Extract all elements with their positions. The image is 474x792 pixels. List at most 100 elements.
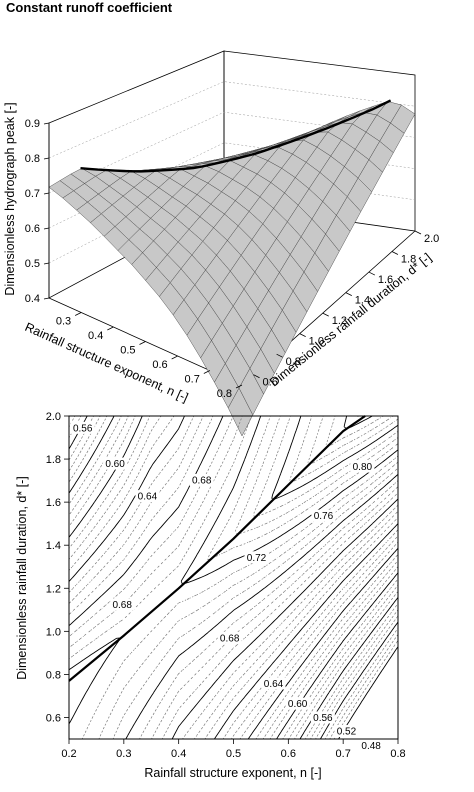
contour-label: 0.48 bbox=[361, 741, 381, 752]
d-tick-label-3d: 0.8 bbox=[286, 356, 301, 368]
y-tick-label: 1.0 bbox=[46, 626, 61, 638]
surface-plot: 0.4 0.5 0.6 0.7 0.8 0.9 0.3 0.4 0.5 0.6 0.7 0.8 0.… bbox=[3, 50, 439, 437]
x-tick-label: 0.8 bbox=[390, 748, 405, 760]
contour-label: 0.76 bbox=[314, 511, 334, 522]
contour-line bbox=[68, 415, 399, 740]
y-tick-label: 1.6 bbox=[46, 497, 61, 509]
z-tick-label: 0.4 bbox=[25, 293, 40, 305]
x-tick-label: 0.4 bbox=[171, 748, 186, 760]
contour-label: 0.80 bbox=[353, 462, 373, 473]
contour-label: 0.52 bbox=[337, 727, 357, 738]
z-tick bbox=[43, 192, 50, 195]
z-tick bbox=[43, 262, 50, 265]
y-tick-label: 1.8 bbox=[46, 454, 61, 466]
y-tick-label: 0.8 bbox=[46, 669, 61, 681]
contour-label-bg bbox=[189, 473, 214, 486]
contour-line-minor bbox=[68, 415, 399, 740]
contour-line-minor bbox=[68, 415, 399, 740]
z-axis-label: Dimensionless hydrograph peak [-] bbox=[3, 102, 17, 295]
contour-line-minor bbox=[68, 415, 399, 740]
n-tick-3d bbox=[203, 370, 211, 374]
contour-plot: 0.56 0.60 0.64 0.68 0.68 0.72 0.76 0.80 0.68 0.64… bbox=[15, 411, 406, 780]
x-tick-label: 0.2 bbox=[61, 748, 76, 760]
z-tick bbox=[43, 122, 50, 125]
n-tick-label-3d: 0.3 bbox=[56, 316, 71, 328]
contour-line-minor bbox=[68, 415, 399, 740]
z-tick-label: 0.6 bbox=[25, 223, 40, 235]
contour-label-bg bbox=[217, 631, 242, 644]
d-tick-3d bbox=[368, 271, 376, 276]
y-axis: 0.6 0.8 1.0 1.2 1.4 1.6 1.8 2.0 bbox=[46, 411, 69, 724]
contour-line-minor bbox=[68, 415, 399, 740]
d-tick-3d bbox=[391, 251, 399, 255]
contour-line bbox=[68, 415, 399, 740]
n-tick-label-3d: 0.8 bbox=[217, 388, 232, 400]
contour-line-minor bbox=[329, 634, 399, 740]
d-tick-3d bbox=[253, 374, 260, 379]
contour-label: 0.68 bbox=[112, 600, 132, 611]
x-tick-label: 0.3 bbox=[116, 748, 131, 760]
contour-line-minor bbox=[68, 415, 399, 740]
contour-label: 0.64 bbox=[138, 492, 158, 503]
d-tick-3d bbox=[276, 353, 283, 358]
z-axis: 0.4 0.5 0.6 0.7 0.8 0.9 bbox=[25, 118, 50, 305]
surface-mesh bbox=[48, 100, 416, 437]
y-tick-label: 1.4 bbox=[46, 540, 61, 552]
contour-label: 0.60 bbox=[105, 459, 125, 470]
contour-label-bg bbox=[70, 421, 95, 434]
z-tick-label: 0.5 bbox=[25, 258, 40, 270]
contour-line-minor bbox=[310, 609, 399, 740]
y-tick-label: 1.2 bbox=[46, 583, 61, 595]
d-tick-label-3d: 1.2 bbox=[332, 315, 347, 327]
x-tick-label: 0.6 bbox=[281, 748, 296, 760]
contour-label-bg bbox=[359, 739, 384, 752]
d-tick-3d bbox=[322, 312, 329, 317]
d-tick-label-3d: 1.6 bbox=[378, 274, 393, 286]
contour-line-minor bbox=[68, 415, 399, 740]
contour-line-minor bbox=[68, 415, 399, 740]
contour-line-minor bbox=[68, 415, 399, 740]
contour-line bbox=[68, 415, 399, 740]
contour-line-minor bbox=[325, 415, 384, 447]
contour-line-minor bbox=[307, 415, 394, 465]
contour-line bbox=[271, 415, 399, 500]
z-tick bbox=[43, 157, 50, 160]
contour-labels: 0.56 0.60 0.64 0.68 0.68 0.72 0.76 0.80 0.68 0.64… bbox=[70, 421, 384, 752]
contour-label-bg bbox=[103, 457, 128, 470]
y-axis-label: Dimensionless rainfall duration, d* [-] bbox=[15, 476, 29, 680]
contour-label-bg bbox=[244, 551, 269, 564]
contour-line-minor bbox=[315, 615, 399, 740]
contour-line bbox=[68, 415, 399, 740]
n-tick-label-3d: 0.7 bbox=[185, 374, 200, 386]
d-tick-label-3d: 1.4 bbox=[355, 295, 370, 307]
z-tick-label: 0.7 bbox=[25, 188, 40, 200]
n-tick-3d bbox=[139, 341, 146, 345]
contour-line-minor bbox=[68, 415, 399, 740]
contour-label: 0.68 bbox=[220, 633, 240, 644]
contour-line-minor bbox=[294, 591, 399, 740]
d-tick-label-3d: 1.8 bbox=[401, 254, 416, 266]
z-tick bbox=[43, 227, 50, 230]
contour-label-bg bbox=[261, 677, 286, 690]
y-tick-label: 2.0 bbox=[46, 411, 61, 423]
d-tick-label-3d: 1.0 bbox=[309, 336, 324, 348]
contour-label-bg bbox=[334, 725, 359, 738]
x-tick-label: 0.5 bbox=[226, 748, 241, 760]
n-tick-label-3d: 0.5 bbox=[120, 345, 135, 357]
d-axis-3d: 0.6 0.8 1.0 1.2 1.4 1.6 1.8 2.0 bbox=[253, 230, 439, 389]
contour-line-minor bbox=[289, 415, 399, 483]
d-tick-3d bbox=[345, 292, 352, 296]
contour-label-bg bbox=[310, 711, 335, 724]
contour-label-bg bbox=[285, 697, 310, 710]
contour-label-bg bbox=[135, 490, 160, 503]
optimum-line bbox=[68, 415, 366, 682]
x-axis-label: Rainfall structure exponent, n [-] bbox=[144, 766, 321, 780]
d-tick-label-3d: 2.0 bbox=[424, 233, 439, 245]
contour-line-minor bbox=[305, 603, 399, 740]
n-tick-label-3d: 0.4 bbox=[88, 330, 103, 342]
optimum-curve-3d bbox=[80, 99, 392, 173]
contour-label-bg bbox=[350, 460, 375, 473]
contour-label: 0.68 bbox=[192, 475, 212, 486]
d-tick-label-3d: 0.6 bbox=[263, 377, 278, 389]
